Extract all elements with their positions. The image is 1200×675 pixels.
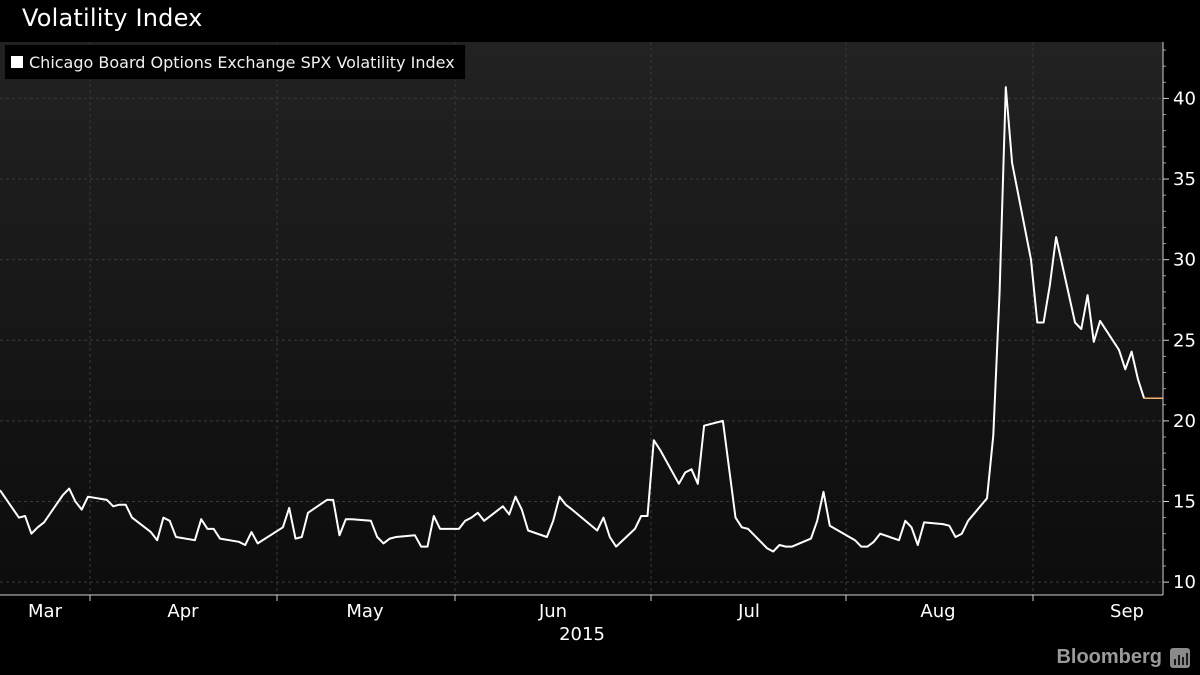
series-layer	[0, 86, 1163, 553]
x-tick-label: Jul	[737, 601, 760, 622]
grid-lines	[0, 42, 1163, 595]
y-tick-label: 35	[1173, 169, 1196, 190]
y-tick-label: 40	[1173, 88, 1196, 109]
x-tick-label: Jun	[538, 601, 567, 622]
chart-title: Volatility Index	[22, 4, 203, 32]
brand-name: Bloomberg	[1056, 646, 1162, 668]
y-tick-label: 10	[1173, 572, 1196, 593]
bloomberg-logo: Bloomberg	[1056, 646, 1190, 669]
x-tick-label: May	[346, 601, 384, 622]
legend-label: Chicago Board Options Exchange SPX Volat…	[29, 52, 455, 72]
axes: 10 15 20 25 30 35 40 Mar Apr May Jun Jul Aug Sep 2015	[0, 42, 1196, 645]
legend-swatch	[11, 56, 23, 68]
y-tick-label: 25	[1173, 330, 1196, 351]
x-tick-label: Sep	[1110, 601, 1144, 622]
y-tick-label: 15	[1173, 491, 1196, 512]
x-tick-label: Apr	[167, 601, 199, 622]
bloomberg-chart-icon	[1170, 647, 1190, 668]
plot-background	[0, 42, 1163, 595]
x-year-label: 2015	[559, 624, 605, 645]
series-line-vix	[0, 86, 1146, 553]
y-tick-label: 20	[1173, 411, 1196, 432]
legend: Chicago Board Options Exchange SPX Volat…	[4, 44, 466, 80]
x-tick-label: Mar	[28, 601, 63, 622]
y-tick-label: 30	[1173, 250, 1196, 271]
x-tick-label: Aug	[920, 601, 955, 622]
